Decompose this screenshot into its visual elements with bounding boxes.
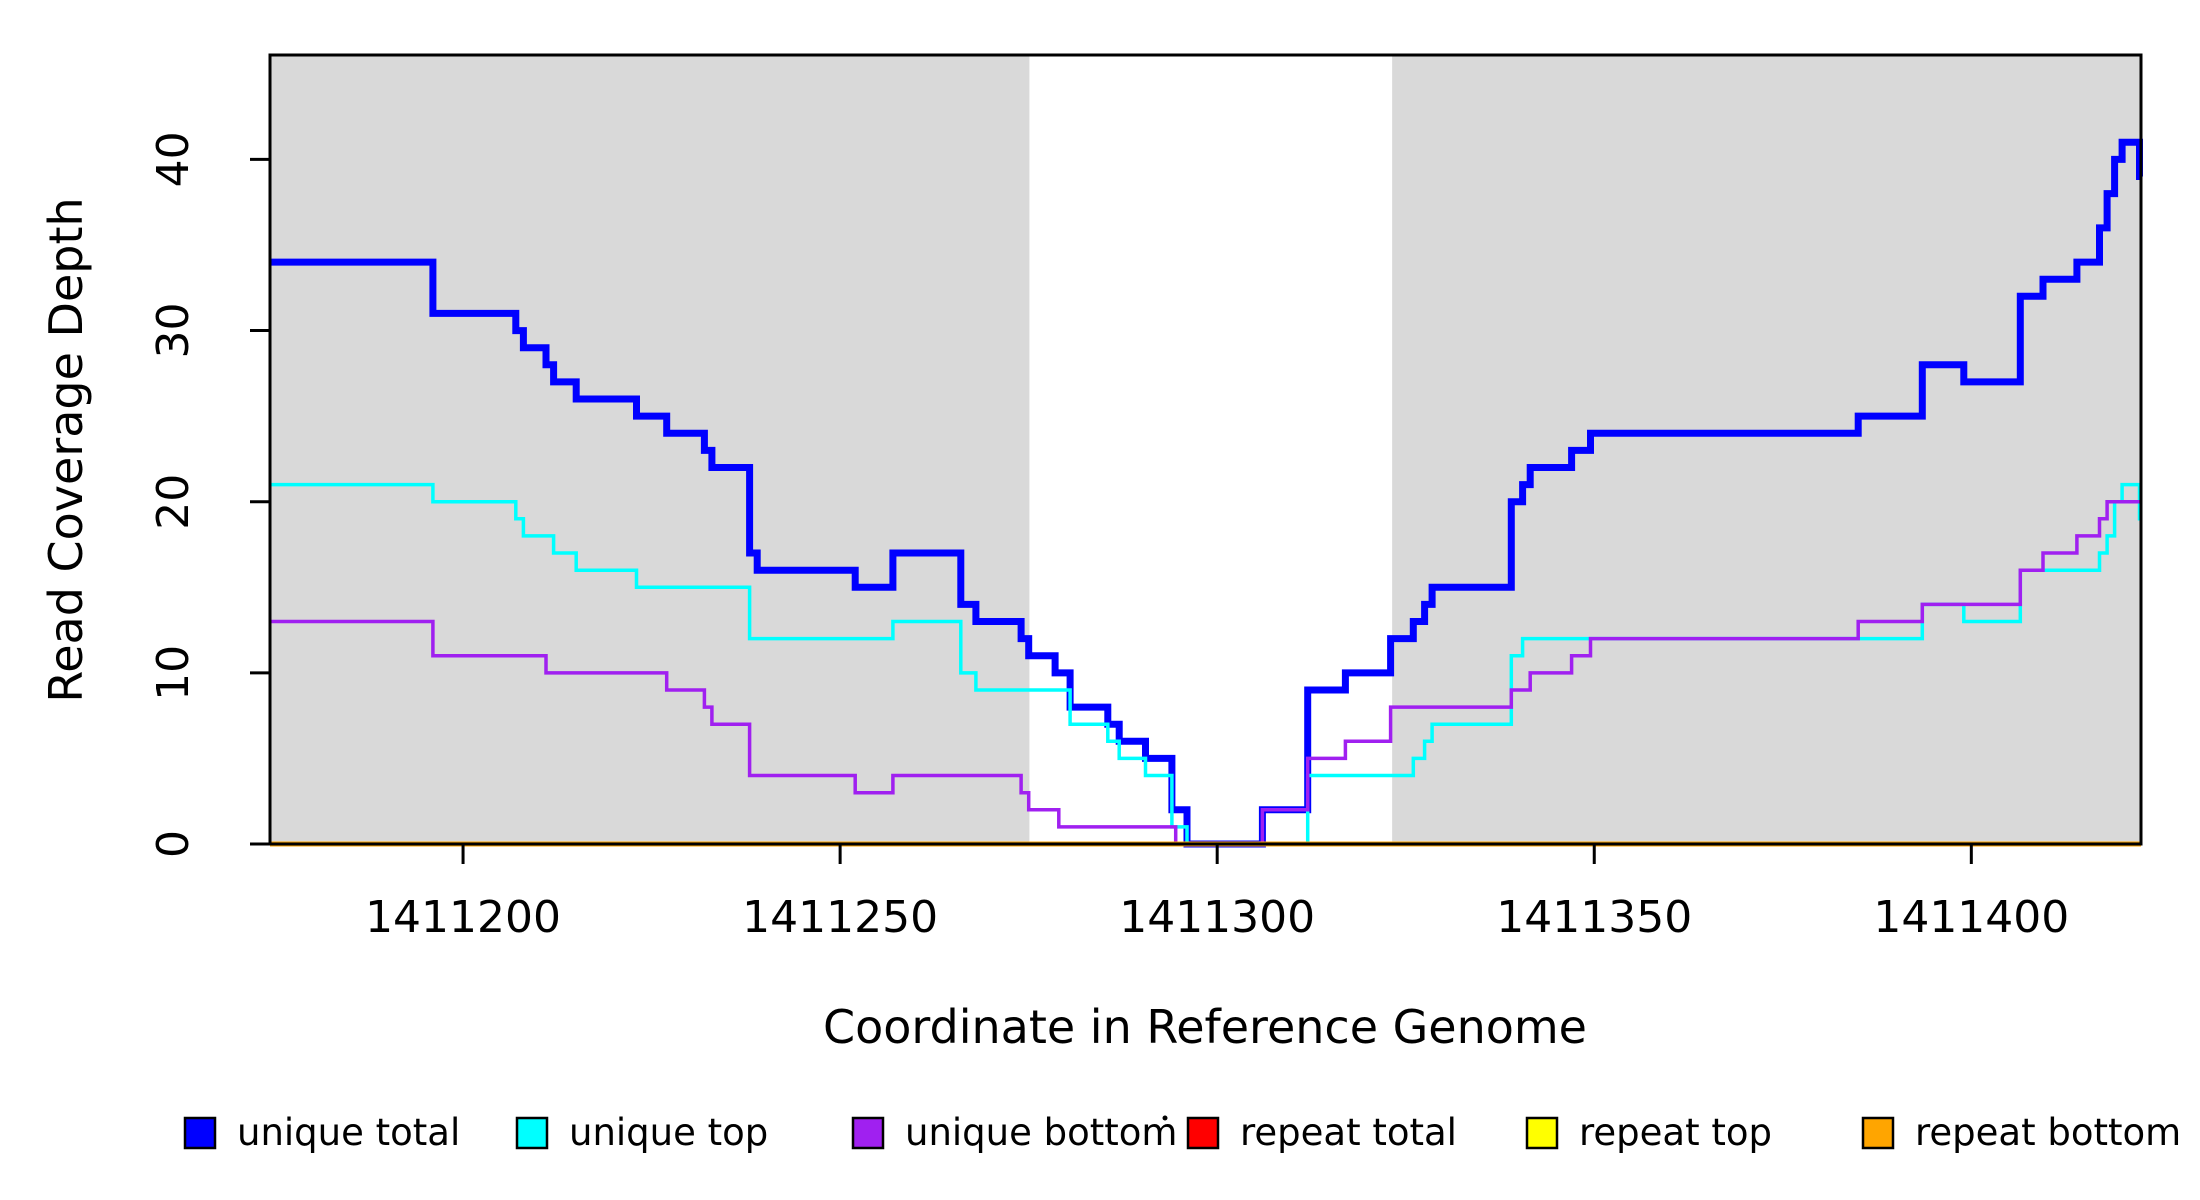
legend-swatch [851,1116,885,1150]
series-unique-total [270,138,2143,848]
legend-item-repeat-bottom: repeat bottom [1861,1111,2181,1154]
y-tick-label: 10 [148,645,199,701]
x-axis: 1411200 1411250 1411300 1411350 1411400 [365,844,2069,943]
y-axis-title: Read Coverage Depth [39,197,93,702]
legend-swatch [1525,1116,1559,1150]
legend-item-unique-total: unique total [183,1111,460,1154]
legend-item-unique-top: unique top [515,1111,768,1154]
gray-region-left [270,55,1030,844]
gray-region-right [1392,55,2141,844]
x-tick-label: 1411300 [1119,892,1315,943]
y-tick-label: 20 [148,474,199,530]
y-axis: 0 10 20 30 40 [148,131,270,858]
legend-swatch [1186,1116,1220,1150]
legend-item-repeat-top: repeat top [1525,1111,1772,1154]
x-axis-title: Coordinate in Reference Genome [823,1000,1587,1054]
legend-label: unique bottom [905,1111,1177,1154]
y-tick-label: 40 [148,131,199,187]
plot-border [268,53,2143,846]
legend-swatch [183,1116,217,1150]
legend-label: unique total [237,1111,460,1154]
x-tick-label: 1411200 [365,892,561,943]
x-tick-label: 1411350 [1496,892,1692,943]
legend-label: repeat total [1240,1111,1457,1154]
x-tick-label: 1411250 [742,892,938,943]
legend-item-repeat-total: repeat total [1186,1111,1457,1154]
legend-swatch [515,1116,549,1150]
legend-artifact-dot [1162,1115,1168,1121]
legend-label: unique top [569,1111,768,1154]
series-unique-top [270,482,2142,846]
series-unique-bottom [270,499,2141,846]
y-tick-label: 30 [148,303,199,359]
legend-swatch [1861,1116,1895,1150]
legend-label: repeat bottom [1915,1111,2181,1154]
x-tick-label: 1411400 [1873,892,2069,943]
shaded-regions [270,55,2141,844]
legend: unique total unique top unique bottom repea… [183,1111,2181,1154]
y-tick-label: 0 [148,830,199,858]
legend-label: repeat top [1579,1111,1772,1154]
legend-item-unique-bottom: unique bottom [851,1111,1177,1154]
